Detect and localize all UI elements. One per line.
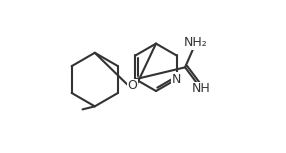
Text: NH: NH — [192, 82, 210, 95]
Text: N: N — [172, 73, 181, 86]
Text: O: O — [127, 79, 137, 92]
Text: NH₂: NH₂ — [184, 36, 208, 49]
